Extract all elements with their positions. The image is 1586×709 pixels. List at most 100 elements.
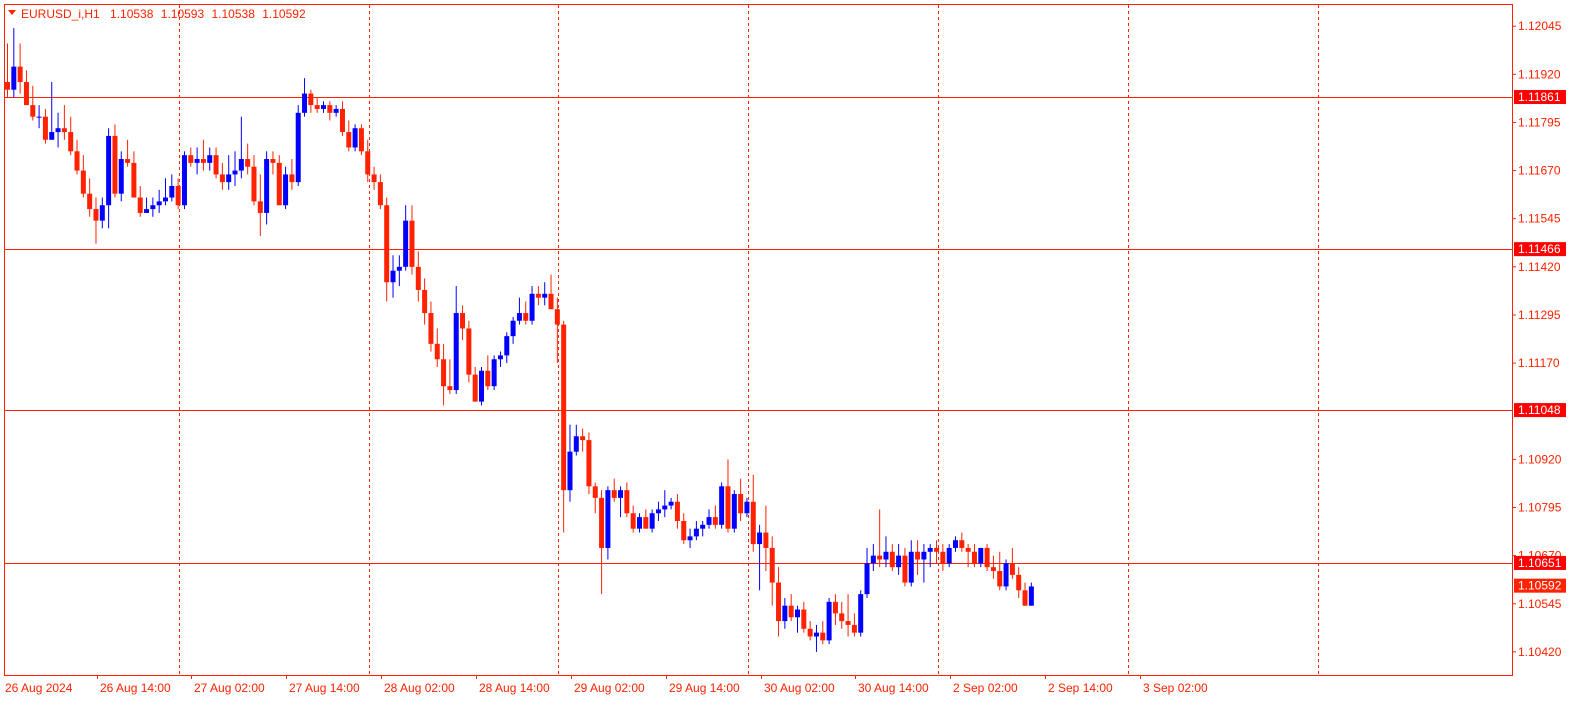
time-label: 26 Aug 2024	[5, 681, 73, 695]
candle-body	[567, 451, 573, 491]
time-label: 26 Aug 14:00	[100, 681, 171, 695]
candle-body	[422, 289, 428, 314]
candle-body	[125, 159, 131, 163]
candle-body	[776, 582, 782, 622]
candle-body	[586, 440, 592, 487]
time-label: 3 Sep 02:00	[1143, 681, 1208, 695]
candle-body	[264, 159, 270, 213]
candle-body	[630, 513, 636, 529]
candle-body	[156, 201, 162, 206]
candle-body	[321, 105, 326, 109]
candle-body	[662, 505, 668, 510]
grid-layer	[179, 5, 1319, 675]
candle-body	[283, 174, 289, 206]
candle-body	[428, 313, 434, 344]
candle-body	[807, 628, 813, 637]
candle-body	[93, 209, 99, 221]
candles	[5, 28, 1034, 652]
candle-body	[5, 82, 10, 90]
time-label: 27 Aug 02:00	[194, 681, 265, 695]
candle-body	[769, 547, 775, 583]
candle-body	[106, 135, 112, 206]
candle-body	[605, 490, 611, 548]
header-high: 1.10593	[161, 7, 205, 21]
candle-body	[668, 501, 674, 506]
candle-body	[763, 532, 769, 548]
candle-body	[55, 128, 61, 133]
candle-body	[839, 613, 845, 622]
candle-body	[712, 517, 718, 525]
time-label: 28 Aug 02:00	[384, 681, 455, 695]
candle-body	[403, 220, 409, 267]
price-axis: 1.12045 1.11920 1.11795 1.11670 1.11545 1.114…	[1512, 19, 1562, 659]
candle-body	[150, 205, 156, 210]
candle-body	[99, 205, 105, 221]
candle-body	[750, 501, 756, 545]
candle-body	[953, 540, 958, 548]
candle-body	[226, 174, 232, 183]
level-lines	[5, 97, 1512, 564]
candle-body	[618, 490, 624, 498]
candle-body	[207, 155, 213, 163]
candle-body	[118, 159, 124, 194]
candle-body	[624, 490, 630, 514]
candle-body	[61, 128, 67, 133]
candle-body	[548, 293, 554, 310]
candle-body	[289, 174, 295, 183]
candle-body	[592, 486, 598, 498]
chart-menu-triangle-icon[interactable]	[8, 10, 16, 15]
candle-body	[877, 555, 883, 560]
candle-body	[687, 536, 693, 541]
candle-body	[990, 567, 996, 572]
candle-body	[137, 197, 143, 213]
candle-body	[813, 632, 819, 637]
candle-body	[535, 293, 541, 298]
price-tick-label: 1.11295	[1518, 308, 1561, 322]
time-label: 28 Aug 14:00	[479, 681, 550, 695]
candle-body	[1016, 574, 1022, 591]
candle-body	[788, 605, 794, 618]
price-tick-label: 1.11795	[1518, 115, 1561, 129]
candle-body	[219, 174, 225, 183]
candle-body	[485, 370, 491, 387]
candle-body	[908, 551, 914, 583]
candle-body	[655, 509, 661, 514]
candle-body	[74, 151, 80, 171]
candle-body	[11, 66, 17, 90]
candle-body	[169, 185, 175, 198]
candle-body	[434, 343, 440, 360]
candle-body	[479, 370, 484, 402]
candle-body	[599, 497, 605, 548]
candle-body	[87, 193, 93, 210]
candle-body	[232, 170, 238, 175]
candle-body	[163, 197, 168, 202]
time-label: 27 Aug 14:00	[289, 681, 360, 695]
candle-body	[561, 324, 567, 491]
candle-body	[415, 266, 421, 290]
candle-body	[144, 209, 150, 213]
time-label: 2 Sep 14:00	[1048, 681, 1113, 695]
header-close: 1.10592	[262, 7, 306, 21]
candle-body	[30, 105, 36, 117]
level-label: 1.11048	[1518, 403, 1561, 417]
candle-body	[921, 551, 927, 560]
candle-body	[529, 293, 535, 321]
time-label: 2 Sep 02:00	[953, 681, 1018, 695]
price-tick-label: 1.10545	[1518, 597, 1562, 611]
candle-body	[706, 517, 712, 525]
level-label-box	[1514, 90, 1566, 105]
candle-body	[181, 155, 187, 206]
candle-body	[295, 112, 301, 183]
candle-body	[200, 159, 206, 163]
candle-body	[832, 601, 838, 614]
candle-body	[965, 547, 971, 552]
price-tick-label: 1.10420	[1518, 645, 1562, 659]
candle-body	[497, 355, 503, 360]
candle-body	[915, 551, 921, 560]
candle-body	[327, 105, 333, 113]
header-open: 1.10538	[110, 7, 154, 21]
candle-body	[719, 486, 725, 525]
candle-body	[997, 571, 1003, 587]
candle-body	[681, 520, 687, 541]
